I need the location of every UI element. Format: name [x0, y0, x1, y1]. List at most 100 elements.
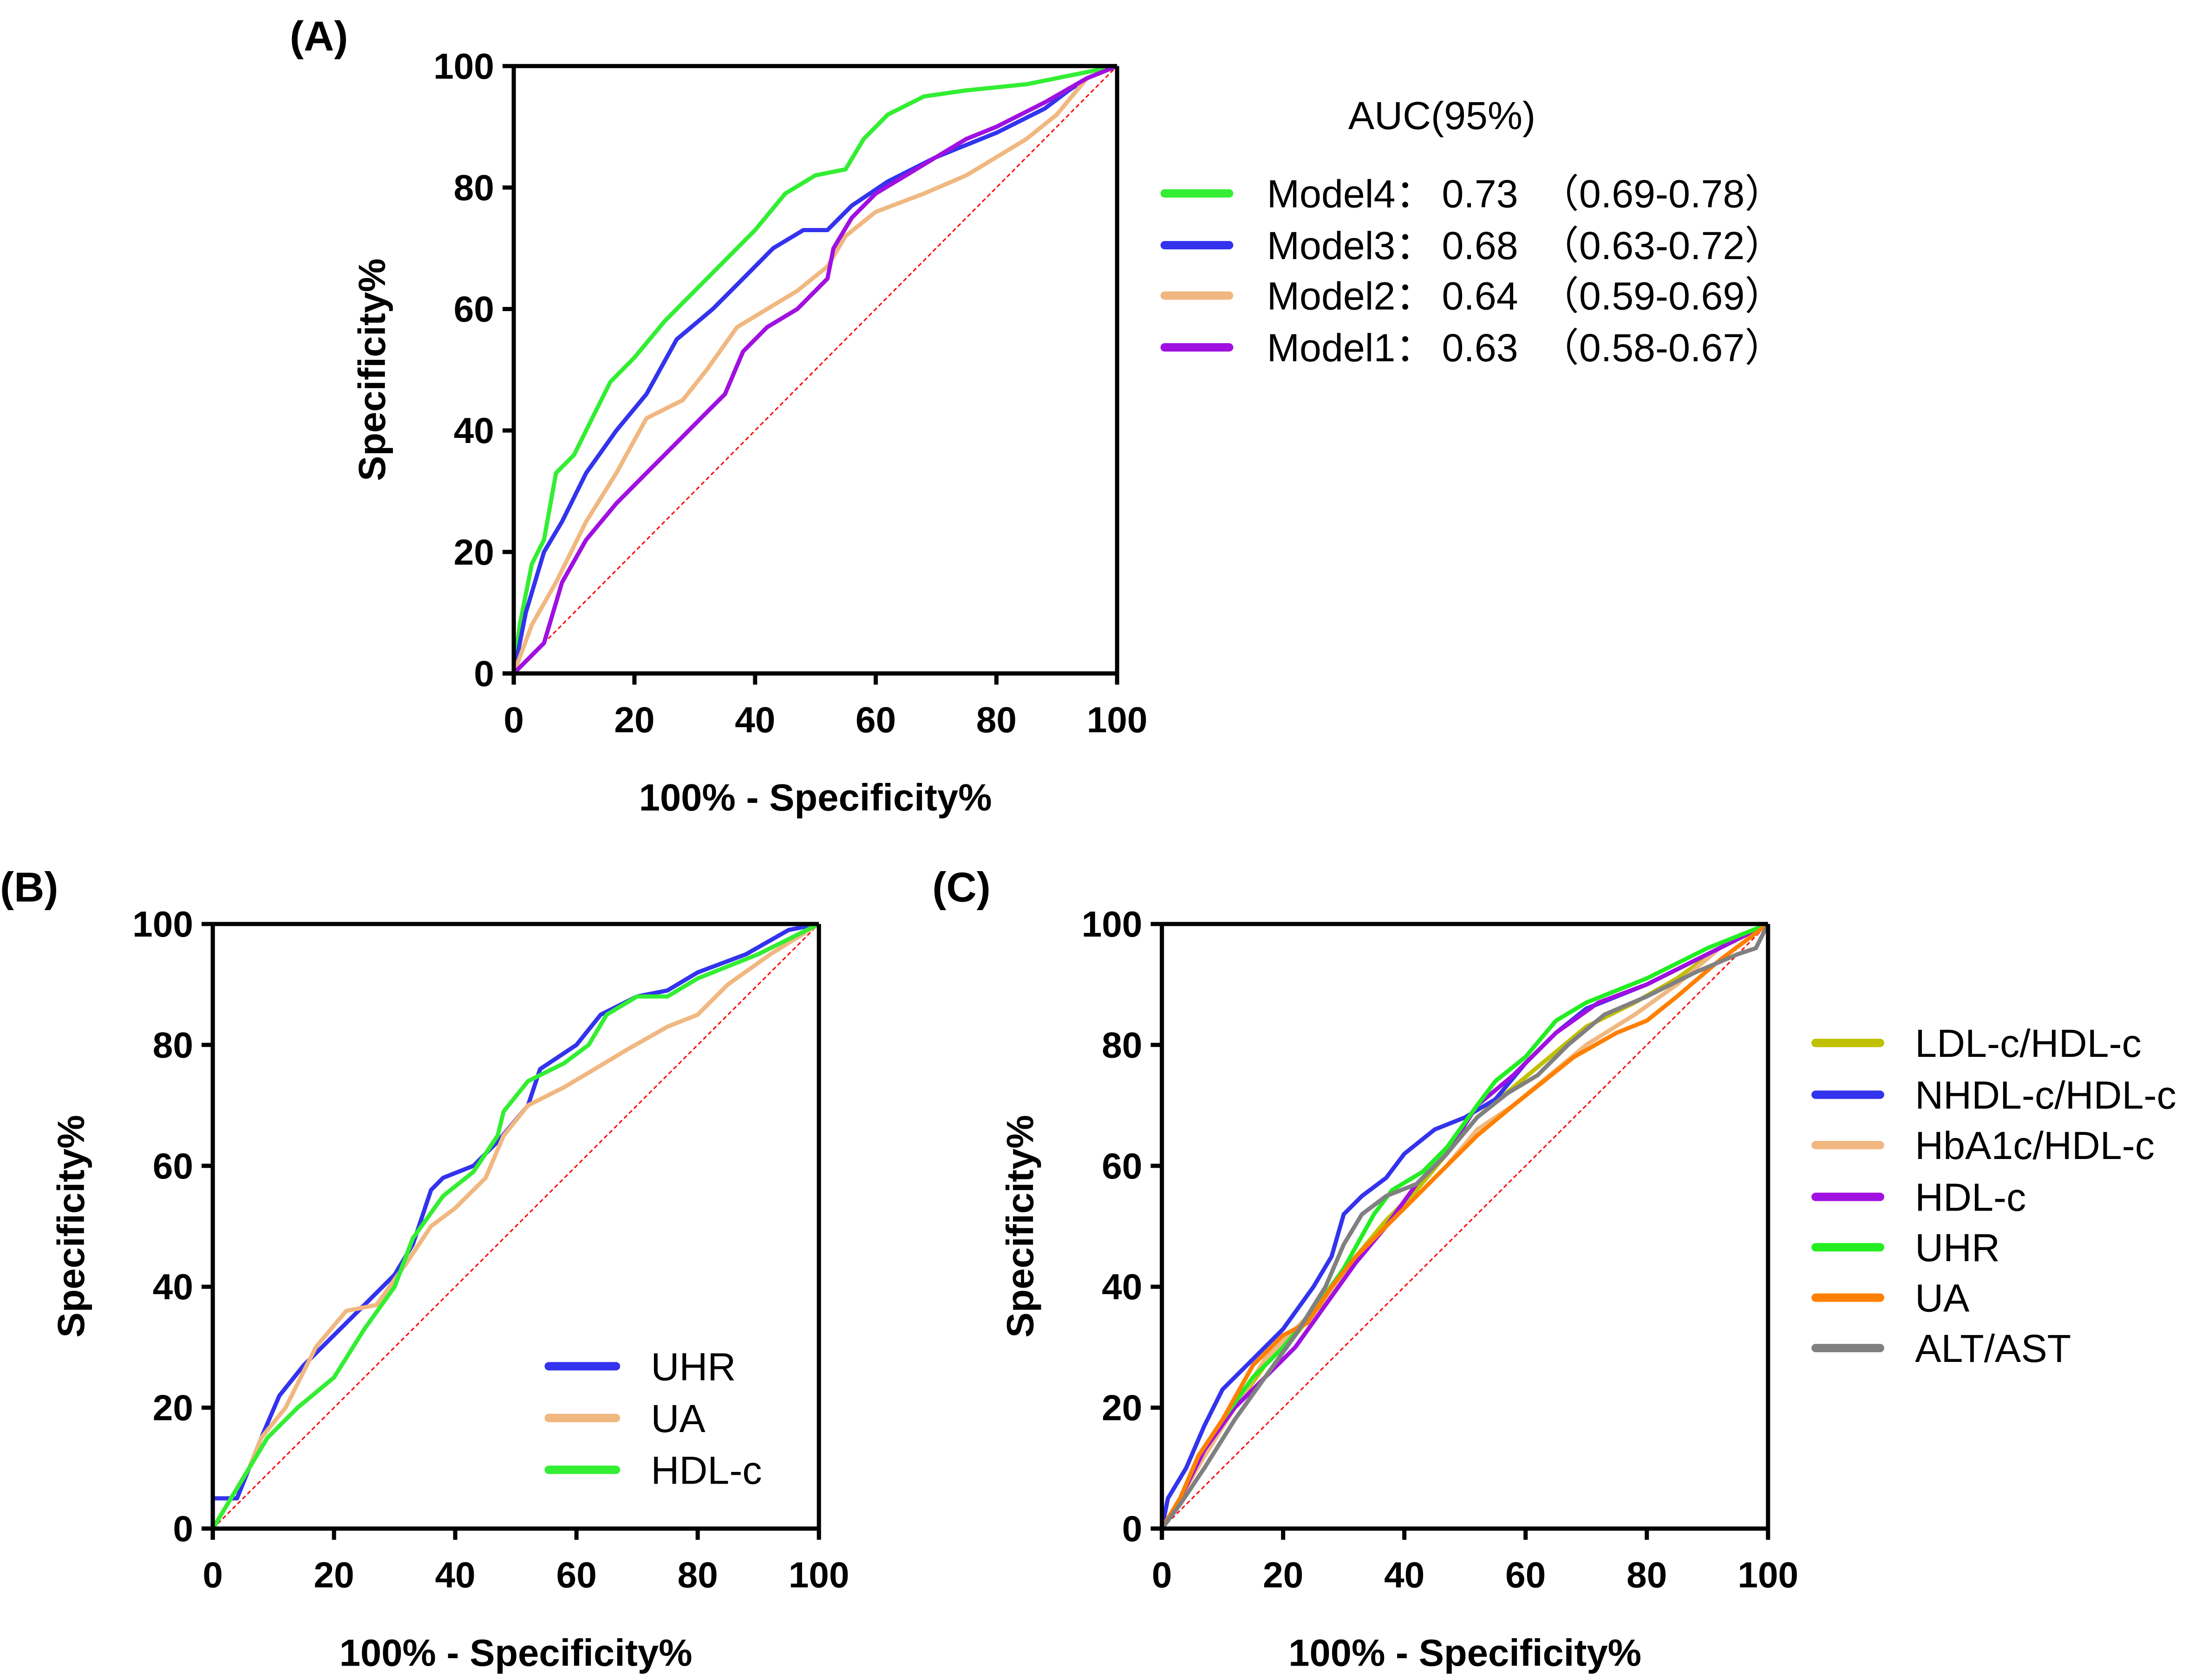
legend-ci-value: （0.58-0.67） — [1540, 326, 1783, 370]
legend-label: UA — [1915, 1276, 1970, 1320]
roc-curve-ua — [211, 922, 820, 1530]
legend-item: Model4： 0.73 （0.69-0.78） — [1160, 172, 1784, 216]
legend-label: ALT/AST — [1915, 1327, 2071, 1370]
roc-curve-model2 — [511, 64, 1118, 674]
legend-label: Model1： — [1267, 326, 1435, 370]
x-tick-label: 60 — [556, 1555, 597, 1595]
x-tick-label: 100 — [1087, 699, 1148, 740]
x-tick-label: 0 — [202, 1555, 223, 1595]
x-tick-label: 40 — [735, 699, 775, 740]
legend-label: LDL-c/HDL-c — [1915, 1022, 2142, 1065]
legend-item: HDL-c — [544, 1448, 762, 1492]
y-tick-label: 0 — [1122, 1508, 1143, 1549]
x-axis-label: 100% - Specificity% — [340, 1632, 692, 1674]
roc-curve-model1 — [512, 64, 1118, 675]
x-tick-label: 100 — [789, 1555, 849, 1595]
legend-auc-value: 0.63 — [1442, 326, 1518, 370]
legend-ci-value: （0.59-0.69） — [1540, 274, 1783, 318]
panel-label: (B) — [0, 864, 59, 911]
panel-a: (A) 0 20 40 60 80 100 0 20 40 60 80 100 100% - Specif… — [290, 13, 1784, 819]
reference-diagonal-line — [1161, 923, 1769, 1529]
legend: LDL-c/HDL-c NHDL-c/HDL-c HbA1c/HDL-c HDL-c U… — [1811, 1022, 2176, 1370]
roc-curve-model3 — [511, 64, 1118, 674]
legend-label: Model4： — [1267, 172, 1435, 216]
legend-title: AUC(95%) — [1348, 94, 1535, 137]
y-tick-label: 80 — [1102, 1024, 1142, 1065]
roc-curve-ua — [1160, 922, 1770, 1530]
legend-label: NHDL-c/HDL-c — [1915, 1074, 2176, 1117]
legend-item: UA — [1811, 1276, 1970, 1320]
legend-item: UHR — [1811, 1226, 2000, 1270]
legend-label: UA — [651, 1397, 706, 1440]
legend: AUC(95%)Model4： 0.73 （0.69-0.78）Model3： 0.6… — [1160, 94, 1784, 370]
legend-item: HbA1c/HDL-c — [1811, 1124, 2155, 1167]
legend-item: Model3： 0.68 （0.63-0.72） — [1160, 224, 1784, 267]
panel-label: (C) — [932, 864, 991, 911]
x-tick-label: 20 — [614, 699, 654, 740]
reference-diagonal-line — [212, 923, 820, 1529]
x-tick-label: 80 — [1626, 1555, 1667, 1595]
roc-curve-hdl-c — [1160, 922, 1769, 1530]
x-tick-label: 40 — [1384, 1555, 1424, 1595]
x-axis-label: 100% - Specificity% — [1288, 1632, 1641, 1674]
legend-auc-value: 0.64 — [1442, 274, 1518, 318]
x-tick-label: 20 — [1263, 1555, 1303, 1595]
y-tick-label: 0 — [474, 653, 494, 694]
y-axis-label: Specificity% — [999, 1115, 1041, 1337]
legend-label: HbA1c/HDL-c — [1915, 1124, 2155, 1167]
x-tick-label: 60 — [856, 699, 896, 740]
panel-label: (A) — [290, 13, 348, 60]
y-tick-label: 60 — [454, 289, 494, 330]
y-tick-label: 80 — [153, 1024, 193, 1065]
y-tick-label: 100 — [1082, 904, 1143, 944]
y-axis-label: Specificity% — [50, 1115, 92, 1337]
legend-item: UA — [544, 1397, 706, 1440]
legend-label: Model2： — [1267, 274, 1435, 318]
x-tick-label: 80 — [678, 1555, 718, 1595]
y-tick-label: 60 — [1102, 1146, 1142, 1186]
legend-item: NHDL-c/HDL-c — [1811, 1074, 2176, 1117]
x-axis-label: 100% - Specificity% — [639, 777, 992, 819]
legend-auc-value: 0.68 — [1442, 224, 1518, 267]
roc-curve-alt-ast — [1160, 923, 1770, 1530]
legend-ci-value: （0.69-0.78） — [1540, 172, 1783, 216]
x-tick-label: 80 — [976, 699, 1017, 740]
panel-b: (B) 0 20 40 60 80 100 0 20 40 60 80 100 100% - Specif… — [0, 864, 849, 1674]
roc-curve-hdl-c — [211, 922, 820, 1530]
legend-label: HDL-c — [651, 1448, 762, 1492]
legend-item: Model2： 0.64 （0.59-0.69） — [1160, 274, 1784, 318]
y-tick-label: 60 — [153, 1146, 193, 1186]
legend: UHR UA HDL-c — [544, 1345, 762, 1492]
legend-auc-value: 0.73 — [1442, 172, 1518, 216]
y-tick-label: 100 — [132, 904, 193, 944]
roc-curve-model4 — [511, 64, 1118, 674]
y-tick-label: 20 — [153, 1387, 193, 1428]
x-tick-label: 20 — [314, 1555, 354, 1595]
reference-diagonal-line — [513, 65, 1118, 674]
y-tick-label: 20 — [454, 532, 494, 573]
legend-item: HDL-c — [1811, 1176, 2026, 1219]
y-tick-label: 100 — [433, 46, 494, 86]
y-tick-label: 40 — [1102, 1266, 1142, 1307]
x-tick-label: 0 — [503, 699, 524, 740]
y-tick-label: 20 — [1102, 1387, 1142, 1428]
legend-label: Model3： — [1267, 224, 1435, 267]
legend-item: LDL-c/HDL-c — [1811, 1022, 2142, 1065]
panel-c: (C) 0 20 40 60 80 100 0 20 40 60 80 100 100% - Specif… — [932, 864, 2176, 1674]
y-axis-label: Specificity% — [351, 259, 393, 481]
x-tick-label: 0 — [1152, 1555, 1172, 1595]
legend-label: HDL-c — [1915, 1176, 2026, 1219]
y-tick-label: 40 — [153, 1266, 193, 1307]
legend-item: Model1： 0.63 （0.58-0.67） — [1160, 326, 1784, 370]
legend-ci-value: （0.63-0.72） — [1540, 224, 1783, 267]
legend-item: ALT/AST — [1811, 1327, 2071, 1370]
legend-label: UHR — [651, 1345, 736, 1388]
x-tick-label: 40 — [435, 1555, 476, 1595]
y-tick-label: 40 — [454, 410, 494, 451]
y-tick-label: 80 — [454, 167, 494, 208]
legend-label: UHR — [1915, 1226, 2000, 1270]
x-tick-label: 60 — [1505, 1555, 1546, 1595]
legend-item: UHR — [544, 1345, 736, 1388]
y-tick-label: 0 — [173, 1508, 193, 1549]
